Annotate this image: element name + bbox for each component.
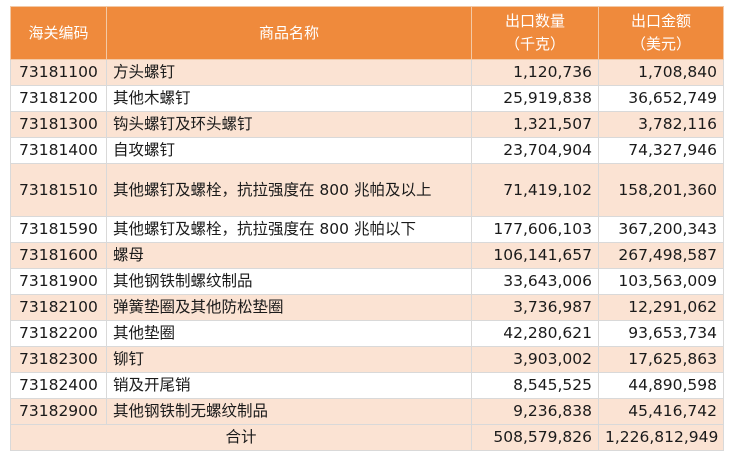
- cell-amount: 44,890,598: [598, 372, 724, 399]
- cell-amount: 367,200,343: [598, 216, 724, 243]
- header-amount-line1: 出口金额: [630, 12, 691, 30]
- total-amount: 1,226,812,949: [598, 424, 724, 451]
- cell-amount: 93,653,734: [598, 320, 724, 347]
- cell-code: 73181600: [10, 242, 107, 269]
- header-qty: 出口数量 （千克）: [471, 6, 599, 60]
- cell-name: 钩头螺钉及环头螺钉: [106, 111, 472, 138]
- table-body: 73181100 方头螺钉 1,120,736 1,708,840 73181200 其…: [10, 59, 724, 451]
- cell-amount: 3,782,116: [598, 111, 724, 138]
- header-name: 商品名称: [106, 6, 472, 60]
- cell-code: 73181510: [10, 163, 107, 217]
- cell-name: 自攻螺钉: [106, 137, 472, 164]
- cell-amount: 1,708,840: [598, 59, 724, 86]
- cell-code: 73182900: [10, 398, 107, 425]
- table-total-row: 合计 508,579,826 1,226,812,949: [10, 424, 724, 451]
- table-row: 73181900 其他钢铁制螺纹制品 33,643,006 103,563,009: [10, 268, 724, 295]
- table-row: 73181100 方头螺钉 1,120,736 1,708,840: [10, 59, 724, 86]
- export-table-container: 海关编码 商品名称 出口数量 （千克） 出口金额 （美元） 73181100 方头…: [10, 6, 724, 451]
- table-row: 73181590 其他螺钉及螺栓，抗拉强度在 800 兆帕以下 177,606,10…: [10, 216, 724, 243]
- header-qty-line2: （千克）: [504, 35, 565, 53]
- cell-amount: 12,291,062: [598, 294, 724, 321]
- table-row: 73182400 销及开尾销 8,545,525 44,890,598: [10, 372, 724, 399]
- cell-name: 方头螺钉: [106, 59, 472, 86]
- total-qty: 508,579,826: [471, 424, 599, 451]
- total-label: 合计: [10, 424, 472, 451]
- table-row: 73181200 其他木螺钉 25,919,838 36,652,749: [10, 85, 724, 112]
- cell-name: 其他木螺钉: [106, 85, 472, 112]
- cell-amount: 158,201,360: [598, 163, 724, 217]
- cell-qty: 106,141,657: [471, 242, 599, 269]
- cell-code: 73182100: [10, 294, 107, 321]
- cell-amount: 74,327,946: [598, 137, 724, 164]
- table-row: 73181600 螺母 106,141,657 267,498,587: [10, 242, 724, 269]
- cell-code: 73181300: [10, 111, 107, 138]
- cell-name: 螺母: [106, 242, 472, 269]
- cell-code: 73181900: [10, 268, 107, 295]
- cell-name: 销及开尾销: [106, 372, 472, 399]
- header-amount-line2: （美元）: [630, 35, 691, 53]
- cell-amount: 17,625,863: [598, 346, 724, 373]
- cell-amount: 267,498,587: [598, 242, 724, 269]
- cell-code: 73182200: [10, 320, 107, 347]
- cell-code: 73181590: [10, 216, 107, 243]
- cell-qty: 1,321,507: [471, 111, 599, 138]
- cell-name: 其他垫圈: [106, 320, 472, 347]
- cell-qty: 3,736,987: [471, 294, 599, 321]
- cell-code: 73181400: [10, 137, 107, 164]
- table-row: 73181510 其他螺钉及螺栓，抗拉强度在 800 兆帕及以上 71,419,10…: [10, 163, 724, 217]
- cell-amount: 103,563,009: [598, 268, 724, 295]
- cell-name: 其他螺钉及螺栓，抗拉强度在 800 兆帕以下: [106, 216, 472, 243]
- cell-qty: 71,419,102: [471, 163, 599, 217]
- cell-qty: 23,704,904: [471, 137, 599, 164]
- table-row: 73182300 铆钉 3,903,002 17,625,863: [10, 346, 724, 373]
- cell-name: 弹簧垫圈及其他防松垫圈: [106, 294, 472, 321]
- table-row: 73182200 其他垫圈 42,280,621 93,653,734: [10, 320, 724, 347]
- cell-code: 73182400: [10, 372, 107, 399]
- cell-name: 其他螺钉及螺栓，抗拉强度在 800 兆帕及以上: [106, 163, 472, 217]
- cell-name: 铆钉: [106, 346, 472, 373]
- header-qty-line1: 出口数量: [504, 12, 565, 30]
- cell-qty: 42,280,621: [471, 320, 599, 347]
- cell-qty: 33,643,006: [471, 268, 599, 295]
- header-code: 海关编码: [10, 6, 107, 60]
- table-row: 73181300 钩头螺钉及环头螺钉 1,321,507 3,782,116: [10, 111, 724, 138]
- cell-name: 其他钢铁制无螺纹制品: [106, 398, 472, 425]
- cell-amount: 36,652,749: [598, 85, 724, 112]
- cell-qty: 177,606,103: [471, 216, 599, 243]
- table-header-row: 海关编码 商品名称 出口数量 （千克） 出口金额 （美元）: [10, 6, 724, 60]
- table-row: 73182100 弹簧垫圈及其他防松垫圈 3,736,987 12,291,062: [10, 294, 724, 321]
- cell-amount: 45,416,742: [598, 398, 724, 425]
- cell-code: 73181100: [10, 59, 107, 86]
- cell-qty: 25,919,838: [471, 85, 599, 112]
- cell-name: 其他钢铁制螺纹制品: [106, 268, 472, 295]
- cell-code: 73182300: [10, 346, 107, 373]
- table-row: 73182900 其他钢铁制无螺纹制品 9,236,838 45,416,742: [10, 398, 724, 425]
- table-row: 73181400 自攻螺钉 23,704,904 74,327,946: [10, 137, 724, 164]
- cell-code: 73181200: [10, 85, 107, 112]
- export-table: 海关编码 商品名称 出口数量 （千克） 出口金额 （美元） 73181100 方头…: [10, 6, 724, 451]
- cell-qty: 3,903,002: [471, 346, 599, 373]
- header-amount: 出口金额 （美元）: [598, 6, 724, 60]
- cell-qty: 1,120,736: [471, 59, 599, 86]
- cell-qty: 9,236,838: [471, 398, 599, 425]
- cell-qty: 8,545,525: [471, 372, 599, 399]
